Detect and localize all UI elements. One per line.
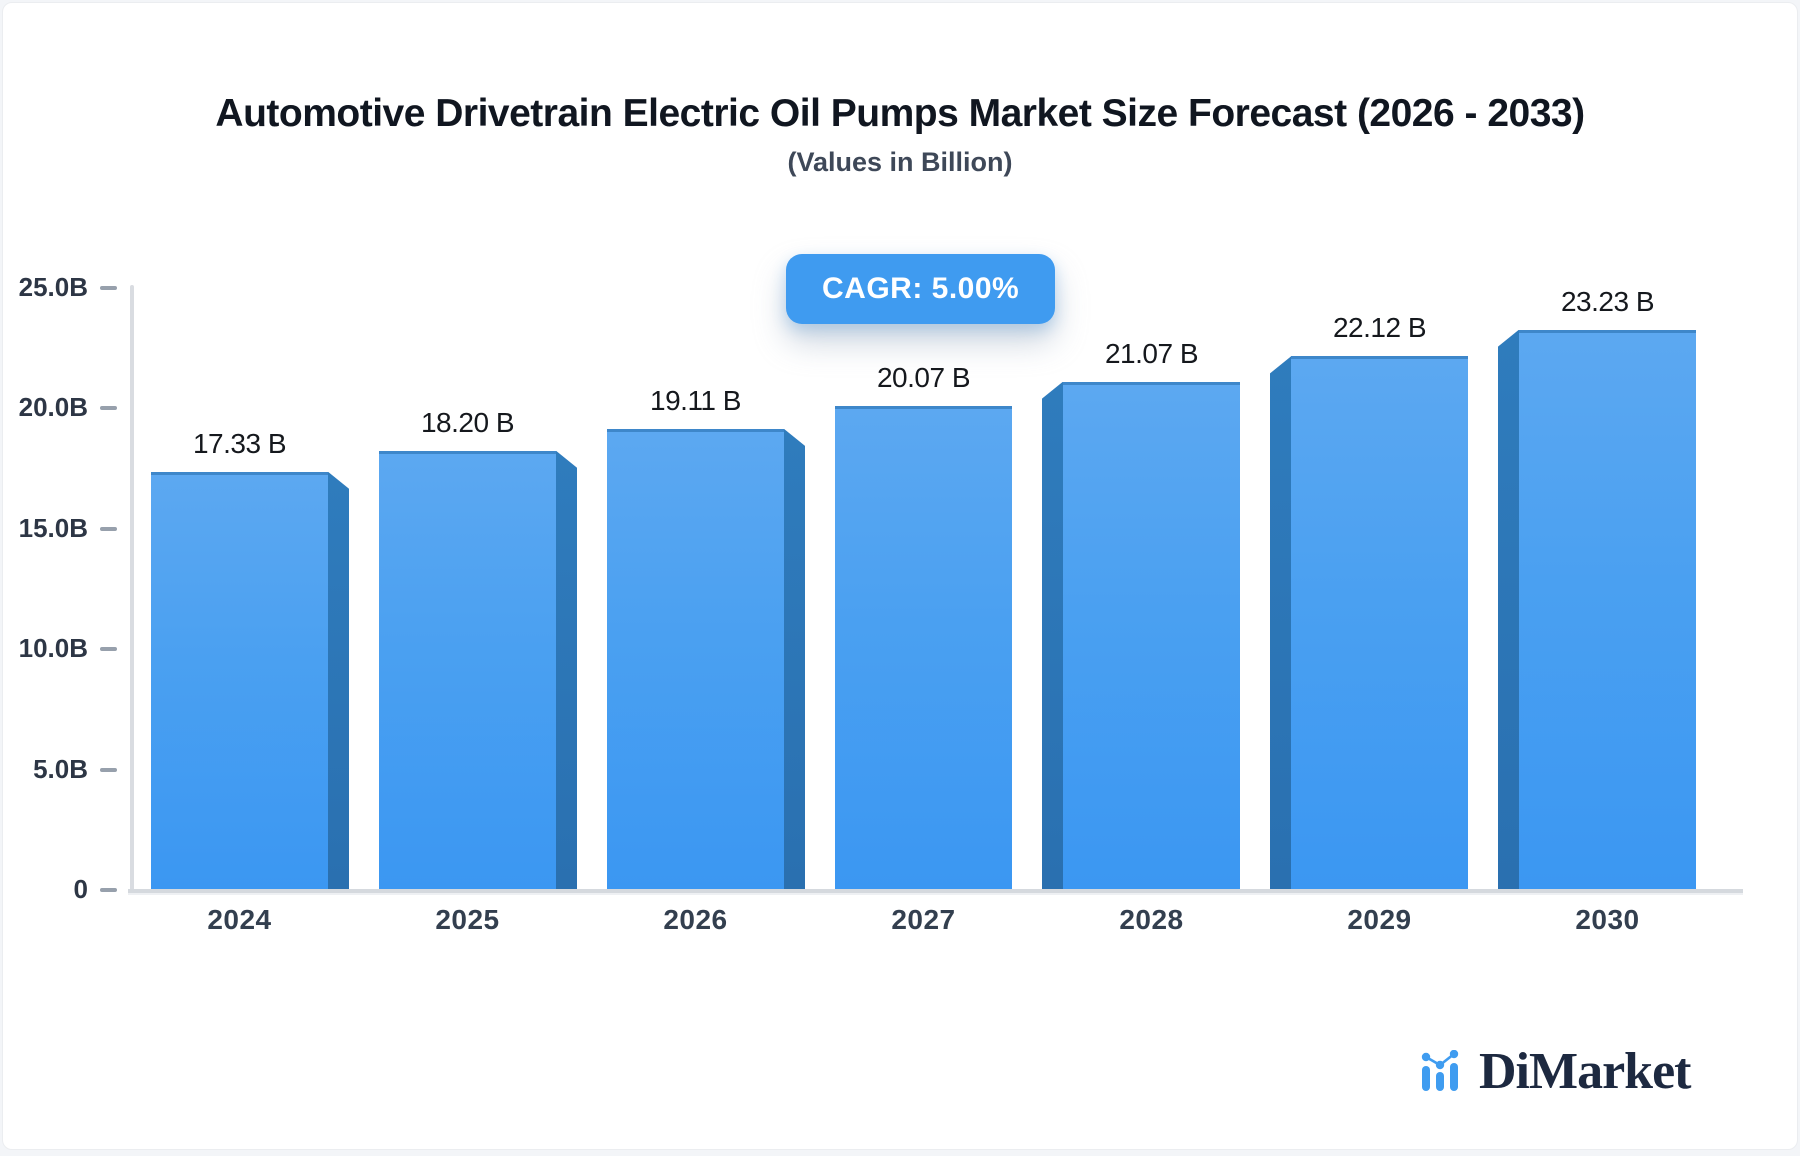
y-tick-label-0: 0: [73, 874, 88, 904]
bar-2026: [607, 428, 784, 889]
bar-value-2025: 18.20 B: [420, 406, 515, 438]
bar-side-2026: [784, 428, 805, 889]
x-label-2026: 2026: [663, 904, 728, 935]
dimarket-logo: DiMarket: [1421, 1043, 1691, 1100]
bar-side-2029: [1270, 356, 1291, 889]
x-label-2025: 2025: [435, 904, 500, 935]
bar-value-2027: 20.07 B: [876, 361, 971, 393]
bar-side-2024: [328, 471, 349, 889]
x-axis-line: [128, 889, 1743, 893]
x-label-2028: 2028: [1119, 904, 1184, 935]
y-tick-10: [100, 647, 117, 652]
x-label-2027: 2027: [891, 904, 956, 935]
y-tick-label-10: 10.0B: [18, 633, 88, 664]
bar-value-2030: 23.23 B: [1560, 285, 1655, 317]
bar-value-2026: 19.11 B: [650, 384, 741, 416]
bar-2029: [1291, 356, 1468, 889]
y-tick-label-15: 15.0B: [18, 512, 88, 543]
x-label-2024: 2024: [207, 904, 272, 935]
bar-side-2025: [556, 450, 577, 889]
y-tick-0: [100, 888, 117, 892]
y-tick-label-5: 5.0B: [33, 753, 88, 784]
bar-side-2030: [1498, 329, 1519, 889]
logo-text: DiMarket: [1479, 1043, 1691, 1100]
cagr-badge: CAGR: 5.00%: [786, 254, 1056, 324]
x-label-2030: 2030: [1575, 904, 1640, 935]
page-title: Automotive Drivetrain Electric Oil Pumps…: [215, 92, 1585, 135]
y-tick-25: [100, 286, 117, 290]
bar-side-2028: [1042, 381, 1063, 889]
bar-2030: [1519, 329, 1696, 889]
bar-2024: [151, 471, 328, 889]
y-tick-label-20: 20.0B: [18, 392, 88, 423]
y-tick-20: [100, 406, 117, 411]
y-tick-label-25: 25.0B: [18, 272, 88, 302]
bar-2027: [835, 405, 1012, 889]
y-axis-line: [130, 285, 134, 893]
bar-2025: [379, 450, 556, 889]
bar-value-2024: 17.33 B: [192, 427, 287, 459]
bar-value-2029: 22.12 B: [1332, 312, 1427, 344]
y-tick-15: [100, 526, 117, 531]
bar-line-chart-icon: [1421, 1050, 1459, 1091]
x-label-2029: 2029: [1347, 904, 1412, 935]
bar-2028: [1063, 381, 1240, 889]
bar-value-2028: 21.07 B: [1104, 337, 1199, 369]
y-tick-5: [100, 767, 117, 772]
page-subtitle: (Values in Billion): [787, 147, 1013, 177]
